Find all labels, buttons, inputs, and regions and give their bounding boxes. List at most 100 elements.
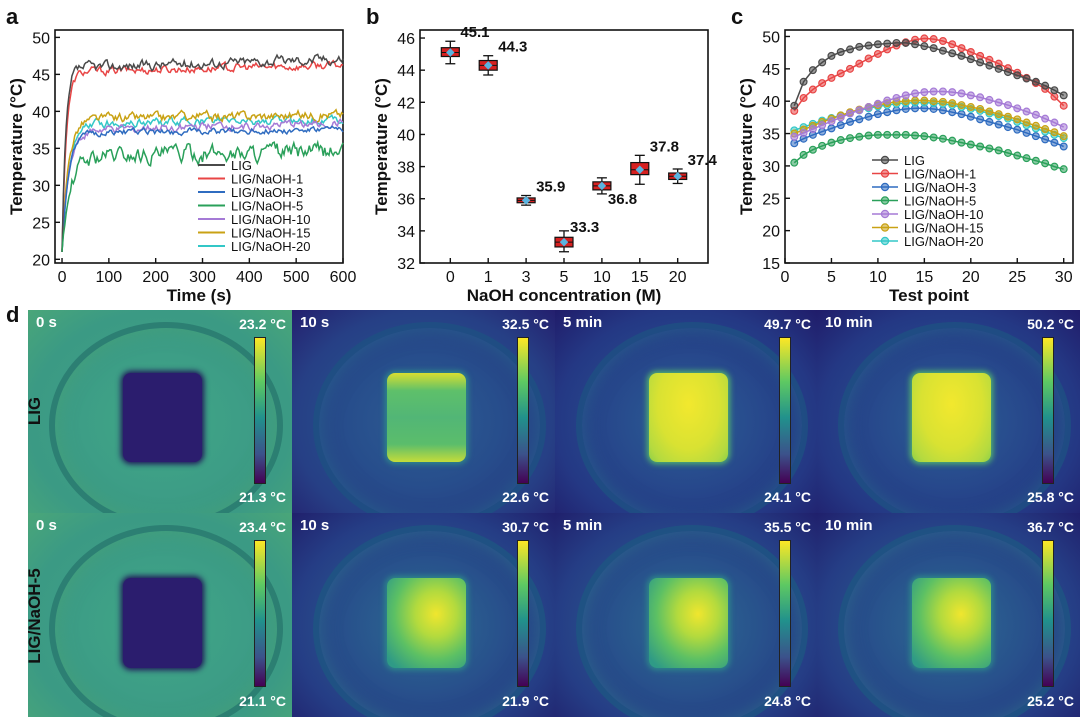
c-xlabel: Test point <box>889 286 969 305</box>
c-series-point <box>948 88 957 97</box>
colorbar-min-label: 24.8 °C <box>764 693 811 709</box>
c-series-point <box>911 131 920 140</box>
c-series-point <box>957 89 966 98</box>
c-series-point <box>846 64 855 73</box>
c-series-point <box>1003 123 1012 132</box>
c-ytick-label: 30 <box>762 159 780 176</box>
b-xtick-label: 20 <box>669 269 687 286</box>
a-legend-label: LIG/NaOH-20 <box>231 239 310 254</box>
row-label-lig: LIG <box>25 396 44 426</box>
c-series-point <box>1050 128 1059 137</box>
c-series-point <box>1031 156 1040 165</box>
c-series-point <box>1013 151 1022 160</box>
c-xtick-label: 10 <box>869 269 887 286</box>
c-series-point <box>836 121 845 130</box>
a-legend-label: LIG/NaOH-3 <box>231 185 303 200</box>
c-series-point <box>883 39 892 48</box>
c-series-point <box>920 132 929 141</box>
c-series-point <box>901 130 910 139</box>
c-series-point <box>873 49 882 58</box>
petri-dish-ring <box>313 322 546 513</box>
c-series-point <box>948 99 957 108</box>
a-series-line <box>61 59 344 252</box>
thermal-image: 10 s 32.5 °C 22.6 °C <box>292 310 555 513</box>
a-ytick-label: 30 <box>32 178 50 195</box>
b-data-label: 37.8 <box>650 138 679 155</box>
petri-dish-ring <box>575 525 809 717</box>
b-ytick-label: 32 <box>397 256 415 273</box>
colorbar-min-label: 22.6 °C <box>502 489 549 505</box>
colorbar-min-label: 25.8 °C <box>1027 489 1074 505</box>
thermal-time-label: 0 s <box>36 517 57 534</box>
a-xtick-label: 600 <box>330 269 357 286</box>
c-series-point <box>976 115 985 124</box>
c-series-point <box>1022 118 1031 127</box>
a-series-line <box>61 139 344 252</box>
c-legend-label: LIG/NaOH-10 <box>904 207 983 222</box>
c-series-point <box>855 115 864 124</box>
c-series-point <box>957 101 966 110</box>
c-legend-marker <box>880 236 890 246</box>
a-xtick-label: 400 <box>236 269 263 286</box>
thermal-image: 0 s 23.2 °C 21.3 °C <box>28 310 292 513</box>
a-legend-label: LIG <box>231 158 252 173</box>
a-xtick-label: 0 <box>58 269 67 286</box>
c-ytick-label: 50 <box>762 29 780 46</box>
c-series-point <box>901 91 910 100</box>
heated-sample <box>386 372 466 463</box>
c-series-point <box>1059 132 1068 141</box>
a-xtick-label: 300 <box>189 269 216 286</box>
b-ylabel: Temperature (°C) <box>372 78 391 215</box>
colorbar <box>1042 540 1054 687</box>
b-ytick-label: 42 <box>397 95 415 112</box>
c-series-point <box>1003 101 1012 110</box>
c-series-point <box>948 108 957 117</box>
c-series-point <box>994 120 1003 129</box>
colorbar <box>779 337 791 484</box>
c-series-point <box>790 132 799 141</box>
c-series-point <box>790 158 799 167</box>
c-series-point <box>911 40 920 49</box>
c-series-point <box>836 113 845 122</box>
c-series-point <box>938 46 947 55</box>
a-series-line <box>61 108 344 252</box>
c-series-point <box>855 59 864 68</box>
c-series-point <box>864 41 873 50</box>
c-series-point <box>1041 159 1050 168</box>
c-xtick-label: 15 <box>915 269 933 286</box>
c-series-point <box>846 117 855 126</box>
a-ytick-label: 50 <box>32 30 50 47</box>
c-series-point <box>808 66 817 75</box>
c-series-point <box>994 64 1003 73</box>
c-series-point <box>1013 125 1022 134</box>
c-series-point <box>957 138 966 147</box>
b-mean-marker <box>483 61 493 70</box>
c-series-point <box>976 51 985 60</box>
petri-dish-ring <box>838 322 1071 513</box>
petri-dish-ring <box>313 525 546 717</box>
thermal-image: 10 min 50.2 °C 25.8 °C <box>817 310 1080 513</box>
a-legend-label: LIG/NaOH-1 <box>231 172 303 187</box>
heated-sample <box>911 578 991 669</box>
c-series-point <box>873 110 882 119</box>
c-series-point <box>994 110 1003 119</box>
colorbar-max-label: 36.7 °C <box>1027 519 1074 535</box>
c-series-point <box>818 58 827 67</box>
colorbar <box>779 540 791 687</box>
b-ytick-label: 34 <box>397 224 415 241</box>
colorbar-max-label: 49.7 °C <box>764 316 811 332</box>
b-xtick-label: 15 <box>631 269 649 286</box>
a-legend-label: LIG/NaOH-15 <box>231 226 310 241</box>
c-legend-marker <box>880 182 890 192</box>
c-series-point <box>985 95 994 104</box>
c-series-point <box>827 51 836 60</box>
c-series-point <box>929 35 938 44</box>
a-legend-label: LIG/NaOH-10 <box>231 212 310 227</box>
c-xtick-label: 30 <box>1055 269 1073 286</box>
c-series-point <box>1059 123 1068 132</box>
colorbar-max-label: 30.7 °C <box>502 519 549 535</box>
c-series-point <box>1041 81 1050 90</box>
b-ytick-label: 36 <box>397 192 415 209</box>
a-xtick-label: 500 <box>283 269 310 286</box>
